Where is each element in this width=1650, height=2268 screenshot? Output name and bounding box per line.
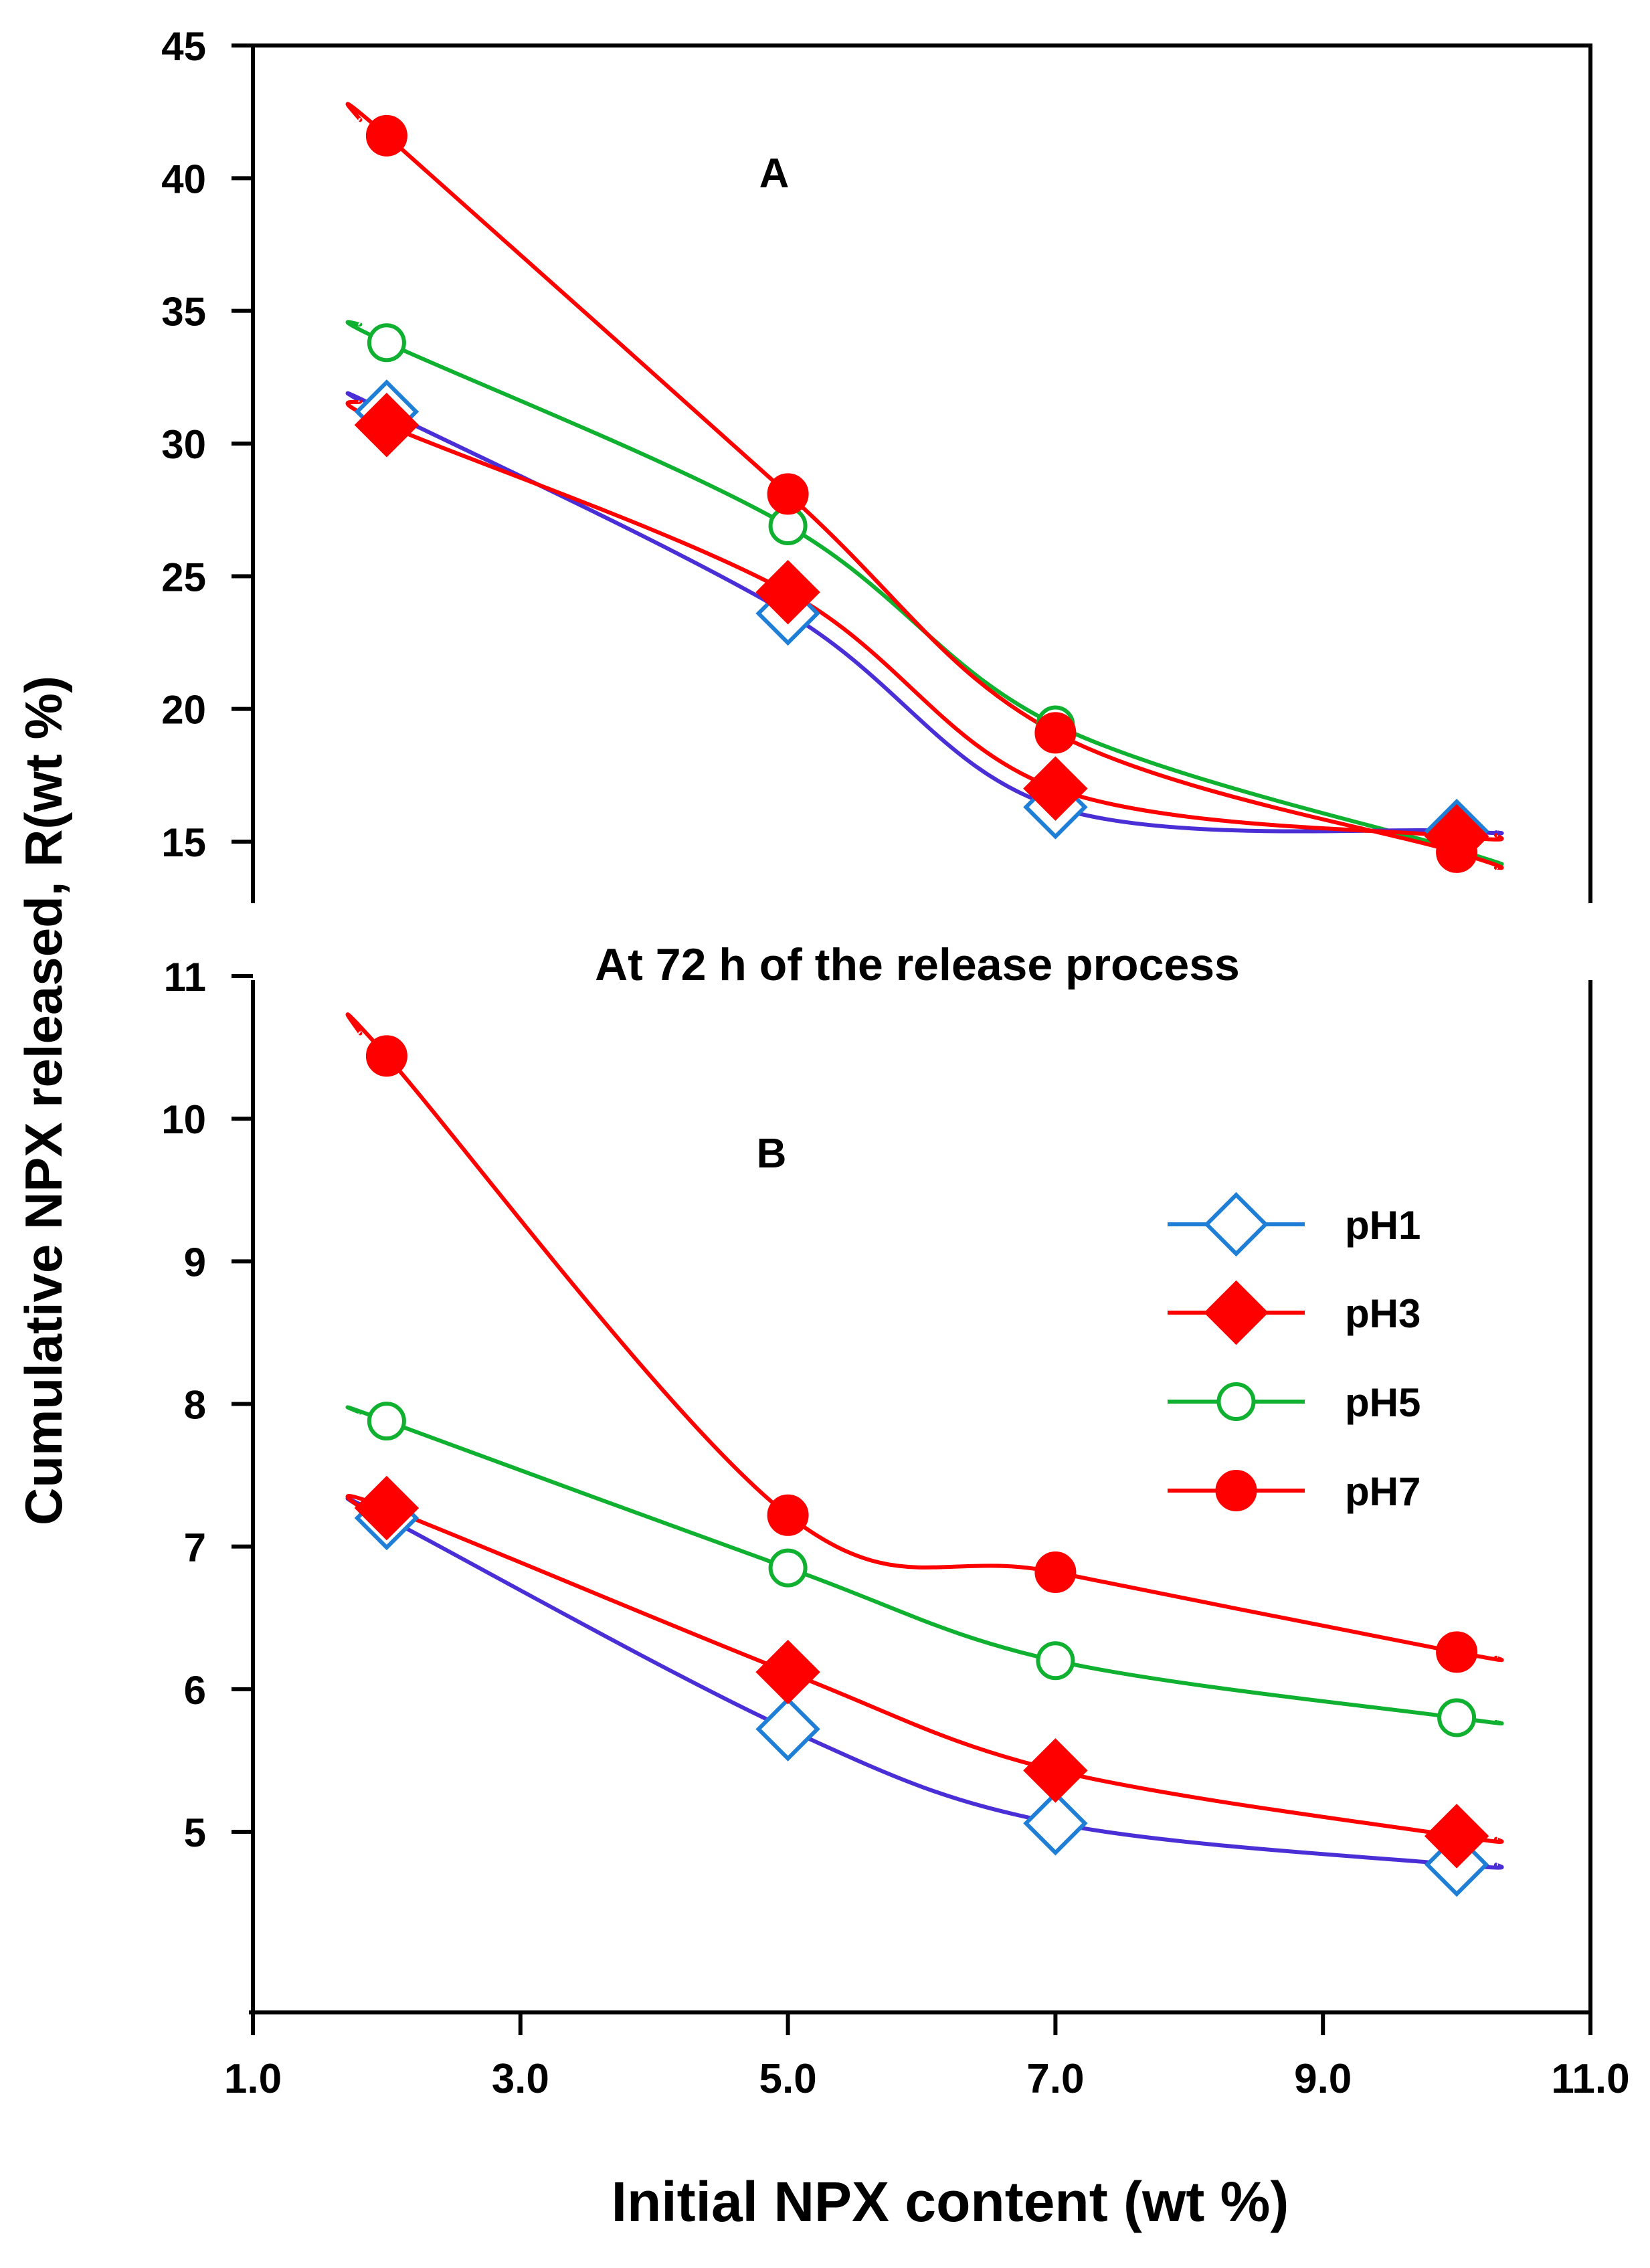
panel-a-point-ph7 — [1034, 712, 1077, 754]
legend-marker-ph7 — [1215, 1470, 1257, 1511]
panel-a-title: A — [759, 151, 790, 197]
panel-a-point-ph7 — [365, 114, 407, 157]
panel-b-point-ph3 — [755, 1640, 820, 1705]
panel-b-frame — [249, 980, 1592, 2014]
panel-b-title: B — [757, 1131, 787, 1177]
legend: pH1 pH3 pH5 pH7 — [1168, 1192, 1420, 1514]
panel-b-point-ph1 — [1023, 1790, 1088, 1856]
xtick-label: 3.0 — [492, 2056, 549, 2102]
panel-a-point-ph5 — [367, 323, 406, 363]
panel-b-point-ph5 — [1437, 1698, 1477, 1737]
legend-marker-ph5 — [1216, 1382, 1256, 1421]
xtick-label: 1.0 — [224, 2056, 282, 2102]
xtick-label: 11.0 — [1551, 2056, 1629, 2102]
panel-a-frame — [251, 43, 1592, 903]
panel-b-y-ticks: 5 6 7 8 9 10 11 — [161, 955, 253, 1855]
panel-b-point-ph1 — [755, 1697, 820, 1762]
panel-a-ytick-label: 40 — [161, 157, 206, 201]
panel-b-point-ph7 — [767, 1494, 809, 1536]
xtick-label: 5.0 — [759, 2056, 816, 2102]
panel-a-point-ph3 — [755, 559, 820, 625]
x-ticks: 1.0 3.0 5.0 7.0 9.0 11.0 — [224, 2012, 1630, 2102]
panel-a-ytick-label: 30 — [161, 422, 206, 467]
panel-a-ytick-label: 25 — [161, 555, 206, 599]
legend-label-ph3: pH3 — [1345, 1291, 1420, 1336]
panel-a-point-ph7 — [1436, 831, 1478, 873]
legend-marker-ph3 — [1204, 1280, 1269, 1345]
legend-label-ph7: pH7 — [1345, 1469, 1420, 1514]
xtick-label: 9.0 — [1294, 2056, 1352, 2102]
panel-a-ytick-label: 35 — [161, 290, 206, 335]
panel-b-point-ph7 — [365, 1035, 407, 1077]
panel-a-ytick-label: 15 — [161, 820, 206, 865]
panel-b-ytick-label: 6 — [184, 1668, 206, 1713]
panel-b-ytick-label: 5 — [184, 1810, 206, 1855]
panel-a-ytick-label: 45 — [161, 24, 206, 69]
legend-label-ph1: pH1 — [1345, 1203, 1420, 1248]
y-axis-label: Cumulative NPX released, R(wt %) — [14, 676, 73, 1525]
panel-b-ytick-label: 8 — [184, 1383, 206, 1428]
panel-a-point-ph7 — [767, 473, 809, 515]
panel-b-point-ph7 — [1436, 1631, 1478, 1673]
xtick-label: 7.0 — [1026, 2056, 1084, 2102]
legend-label-ph5: pH5 — [1345, 1380, 1420, 1425]
panel-b-ytick-label: 7 — [184, 1525, 206, 1570]
panel-b-point-ph3 — [1424, 1804, 1489, 1869]
legend-marker-ph1 — [1204, 1192, 1269, 1257]
panel-a-point-ph3 — [1023, 756, 1088, 821]
panel-b-point-ph3 — [354, 1475, 420, 1541]
panel-b-ytick-label: 10 — [161, 1097, 206, 1142]
x-axis-label: Initial NPX content (wt %) — [612, 2170, 1289, 2233]
panel-b-point-ph5 — [1036, 1641, 1075, 1681]
panel-b-point-ph5 — [768, 1548, 808, 1588]
panel-a-y-ticks: 15 20 25 30 35 40 45 — [161, 24, 253, 865]
panel-a-series — [345, 102, 1504, 873]
panel-a-ytick-label: 20 — [161, 688, 206, 733]
panel-b-point-ph3 — [1023, 1738, 1088, 1803]
panel-b-point-ph5 — [367, 1402, 406, 1441]
panel-b-ytick-label: 11 — [164, 955, 206, 1000]
panel-a-point-ph3 — [354, 392, 420, 458]
chart-caption: At 72 h of the release process — [595, 939, 1240, 990]
panel-b-ytick-label: 9 — [184, 1240, 206, 1285]
panel-b-series — [345, 1012, 1504, 1897]
panel-b-point-ph7 — [1034, 1551, 1077, 1594]
